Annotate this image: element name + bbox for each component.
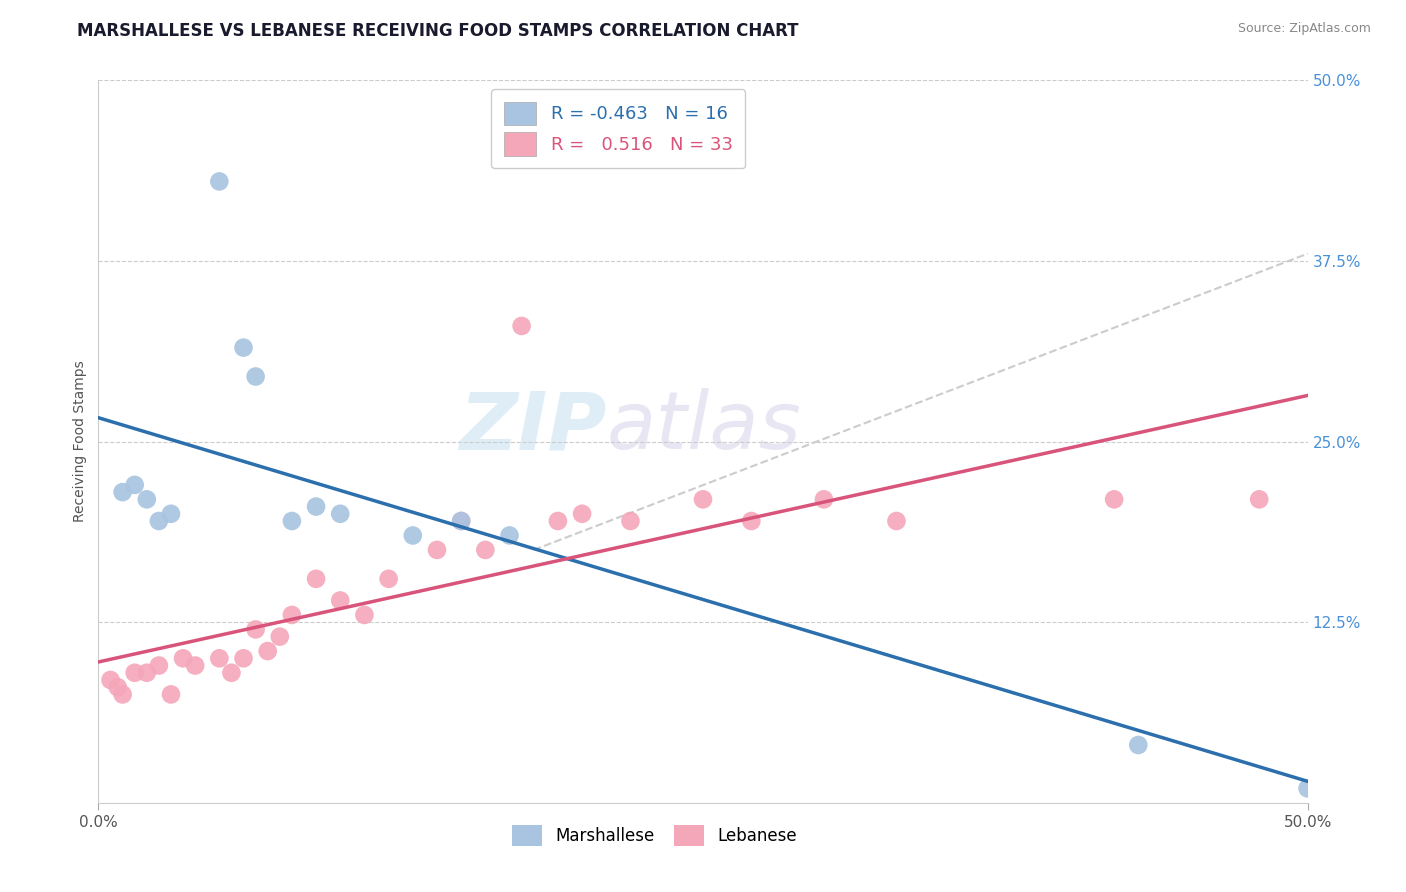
- Point: [160, 687, 183, 701]
- Point: [281, 514, 304, 528]
- Point: [269, 630, 291, 644]
- Point: [305, 500, 328, 514]
- Point: [245, 369, 267, 384]
- Point: [148, 658, 170, 673]
- Point: [329, 593, 352, 607]
- Point: [402, 528, 425, 542]
- Point: [305, 572, 328, 586]
- Y-axis label: Receiving Food Stamps: Receiving Food Stamps: [73, 360, 87, 523]
- Point: [571, 507, 593, 521]
- Point: [184, 658, 207, 673]
- Point: [474, 542, 496, 557]
- Point: [124, 665, 146, 680]
- Point: [619, 514, 641, 528]
- Point: [245, 623, 267, 637]
- Point: [1102, 492, 1125, 507]
- Point: [135, 492, 157, 507]
- Point: [1128, 738, 1150, 752]
- Point: [547, 514, 569, 528]
- Point: [111, 485, 134, 500]
- Point: [135, 665, 157, 680]
- Point: [886, 514, 908, 528]
- Point: [124, 478, 146, 492]
- Point: [100, 673, 122, 687]
- Legend: Marshallese, Lebanese: Marshallese, Lebanese: [499, 812, 811, 860]
- Text: Source: ZipAtlas.com: Source: ZipAtlas.com: [1237, 22, 1371, 36]
- Point: [208, 651, 231, 665]
- Point: [1249, 492, 1271, 507]
- Point: [498, 528, 520, 542]
- Point: [232, 341, 254, 355]
- Point: [329, 507, 352, 521]
- Point: [426, 542, 449, 557]
- Point: [377, 572, 399, 586]
- Point: [450, 514, 472, 528]
- Point: [208, 174, 231, 188]
- Text: atlas: atlas: [606, 388, 801, 467]
- Point: [692, 492, 714, 507]
- Point: [813, 492, 835, 507]
- Point: [1296, 781, 1319, 796]
- Point: [510, 318, 533, 333]
- Point: [232, 651, 254, 665]
- Point: [172, 651, 194, 665]
- Point: [221, 665, 243, 680]
- Text: MARSHALLESE VS LEBANESE RECEIVING FOOD STAMPS CORRELATION CHART: MARSHALLESE VS LEBANESE RECEIVING FOOD S…: [77, 22, 799, 40]
- Point: [160, 507, 183, 521]
- Point: [148, 514, 170, 528]
- Point: [256, 644, 278, 658]
- Point: [107, 680, 129, 694]
- Point: [450, 514, 472, 528]
- Point: [281, 607, 304, 622]
- Point: [740, 514, 762, 528]
- Point: [111, 687, 134, 701]
- Point: [353, 607, 375, 622]
- Text: ZIP: ZIP: [458, 388, 606, 467]
